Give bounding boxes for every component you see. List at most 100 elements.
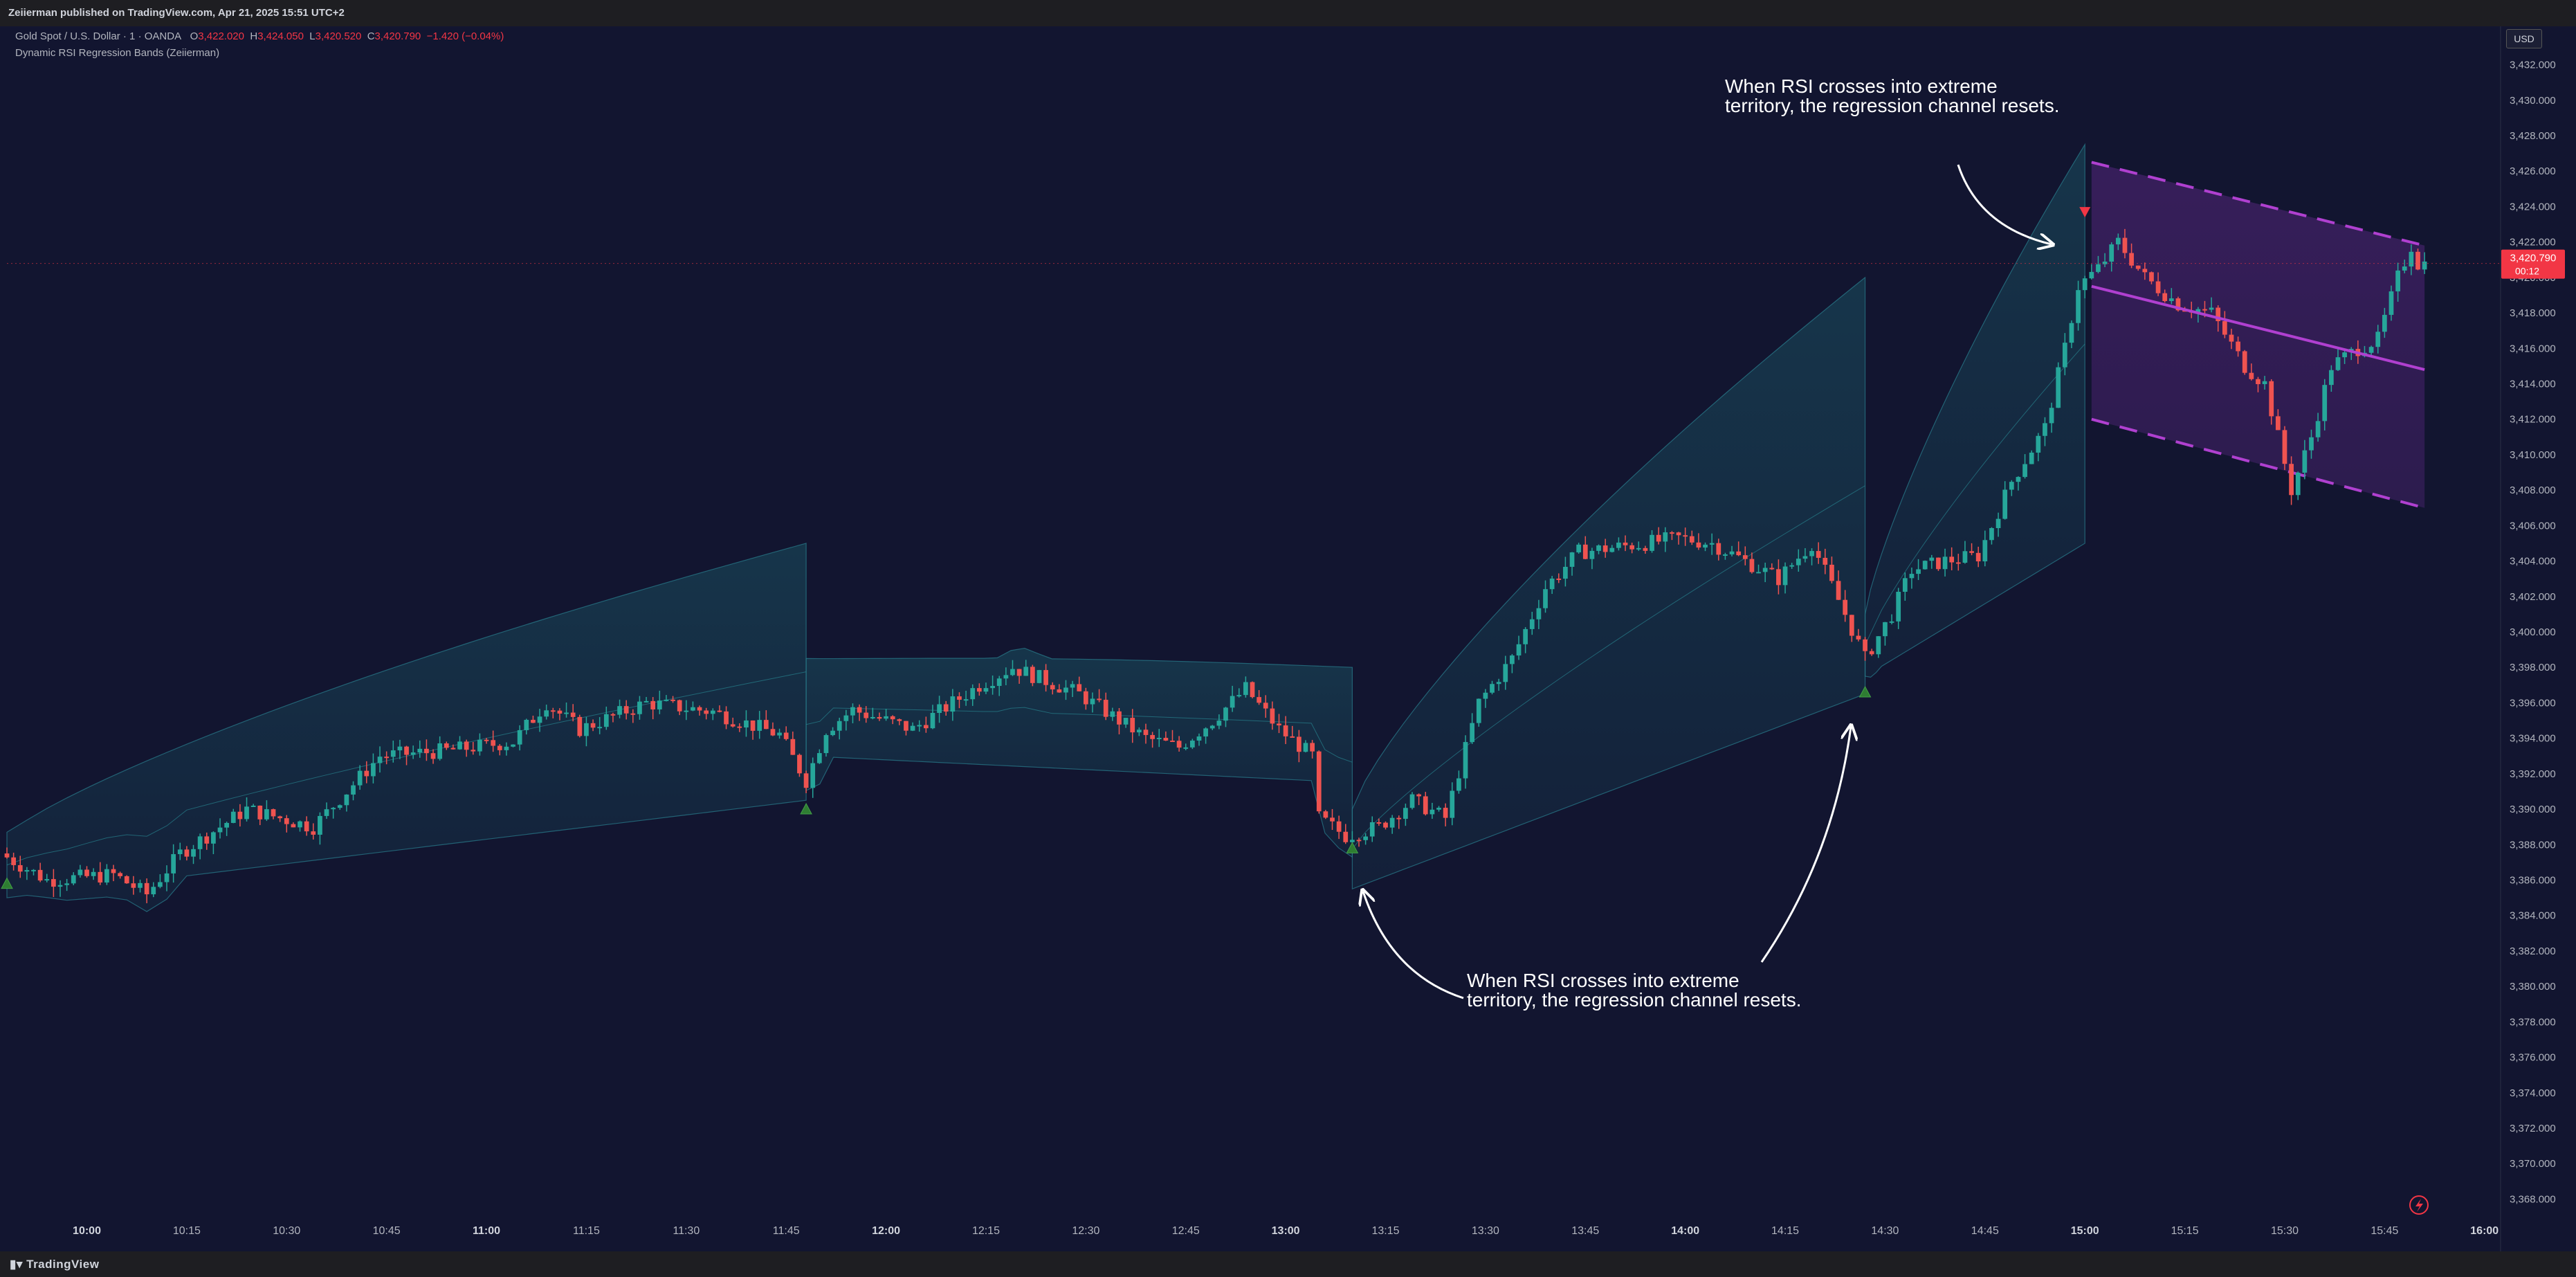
candle-body (1463, 742, 1468, 779)
candle-body (531, 720, 536, 723)
candle-body (1409, 794, 1415, 808)
candle-body (2142, 269, 2148, 273)
candle-body (1423, 796, 1428, 815)
candle-body (37, 869, 43, 881)
tradingview-logo[interactable]: ▮▾ TradingView (10, 1258, 99, 1271)
candle-body (1609, 547, 1615, 552)
candle-body (730, 724, 736, 727)
candle-body (2322, 385, 2328, 422)
candle-body (1436, 808, 1441, 810)
x-tick-label: 14:00 (1671, 1225, 1699, 1237)
candle-body (937, 704, 942, 714)
candle-body (1936, 557, 1941, 570)
candle-body (750, 720, 756, 731)
candle-body (351, 785, 356, 795)
candle-body (1995, 518, 2001, 528)
candle-body (2162, 293, 2168, 301)
candle-body (1543, 589, 1548, 608)
candle-body (1310, 743, 1315, 752)
candle-body (2342, 352, 2347, 358)
candle-body (2202, 309, 2207, 311)
candle-body (2122, 237, 2128, 253)
candle-body (904, 721, 908, 731)
open-value: 3,422.020 (198, 30, 244, 42)
candle-body (371, 763, 376, 777)
candle-body (2209, 307, 2214, 310)
candle-body (404, 746, 409, 755)
candle-body (1170, 741, 1175, 743)
candle-body (1596, 545, 1601, 551)
x-tick-label: 10:45 (373, 1225, 401, 1237)
x-tick-label: 15:45 (2371, 1225, 2398, 1237)
candle-body (1470, 723, 1475, 743)
candle-body (943, 704, 949, 712)
candle-body (211, 832, 216, 844)
candle-body (2216, 307, 2221, 321)
candle-body (1670, 532, 1674, 534)
candle-body (664, 699, 669, 701)
candle-body (511, 744, 515, 747)
candle-body (504, 746, 509, 750)
candle-body (2335, 357, 2341, 370)
candle-body (2249, 372, 2254, 379)
candle-body (1363, 836, 1369, 840)
candle-body (1297, 736, 1301, 752)
candle-body (2195, 309, 2201, 313)
candle-body (217, 827, 223, 833)
candle-body (318, 815, 322, 835)
candle-body (1929, 557, 1935, 561)
x-tick-label: 16:00 (2470, 1225, 2499, 1237)
price-label-value: 3,420.790 (2510, 253, 2557, 264)
candle-body (584, 723, 589, 736)
candle-body (1523, 628, 1528, 644)
candle-body (450, 748, 456, 750)
candle-body (1316, 751, 1322, 812)
candle-body (1896, 592, 1901, 622)
y-tick-label: 3,406.000 (2510, 520, 2556, 532)
candle-body (684, 710, 689, 712)
currency-button[interactable]: USD (2506, 29, 2542, 48)
x-tick-label: 12:45 (1172, 1225, 1200, 1237)
candle-body (643, 700, 649, 703)
candle-body (364, 770, 369, 777)
y-tick-label: 3,428.000 (2510, 130, 2556, 142)
candle-body (230, 811, 236, 823)
candle-body (816, 753, 822, 763)
candle-body (1629, 545, 1635, 550)
candle-body (184, 849, 190, 857)
x-tick-label: 14:45 (1971, 1225, 1999, 1237)
candle-body (1823, 557, 1828, 565)
published-text: Zeiierman published on TradingView.com, … (8, 7, 345, 19)
candle-body (950, 696, 956, 712)
candle-body (1323, 811, 1328, 818)
candle-body (4, 853, 10, 858)
candle-body (1563, 566, 1568, 579)
candle-body (277, 816, 283, 819)
candle-body (1650, 534, 1654, 551)
candle-body (2069, 323, 2074, 343)
candle-body (1536, 608, 1542, 619)
candle-body (1103, 700, 1108, 717)
candle-body (2328, 370, 2334, 386)
x-tick-label: 13:00 (1272, 1225, 1300, 1237)
candle-body (1883, 622, 1888, 637)
candle-body (857, 707, 862, 713)
candle-body (1989, 527, 1994, 541)
candle-body (484, 739, 489, 741)
legend-ohlc: Gold Spot / U.S. Dollar · 1 · OANDA O3,4… (15, 30, 504, 42)
candle-body (884, 716, 888, 719)
regression-channel-fill (2091, 162, 2425, 508)
candle-body (237, 811, 243, 819)
candle-body (1949, 556, 1955, 563)
candle-body (1196, 736, 1202, 741)
candle-body (810, 763, 816, 788)
candle-body (1389, 817, 1395, 828)
alert-icon[interactable] (2409, 1195, 2429, 1215)
candle-body (1010, 669, 1015, 676)
candle-body (570, 712, 576, 717)
y-tick-label: 3,378.000 (2510, 1016, 2556, 1028)
indicator-label[interactable]: Dynamic RSI Regression Bands (Zeiierman) (15, 47, 220, 59)
candle-body (870, 716, 875, 718)
price-chart[interactable]: 3,432.000 3,430.000 3,428.000 3,426.000 3,42… (0, 26, 2576, 1251)
candle-body (491, 740, 496, 746)
